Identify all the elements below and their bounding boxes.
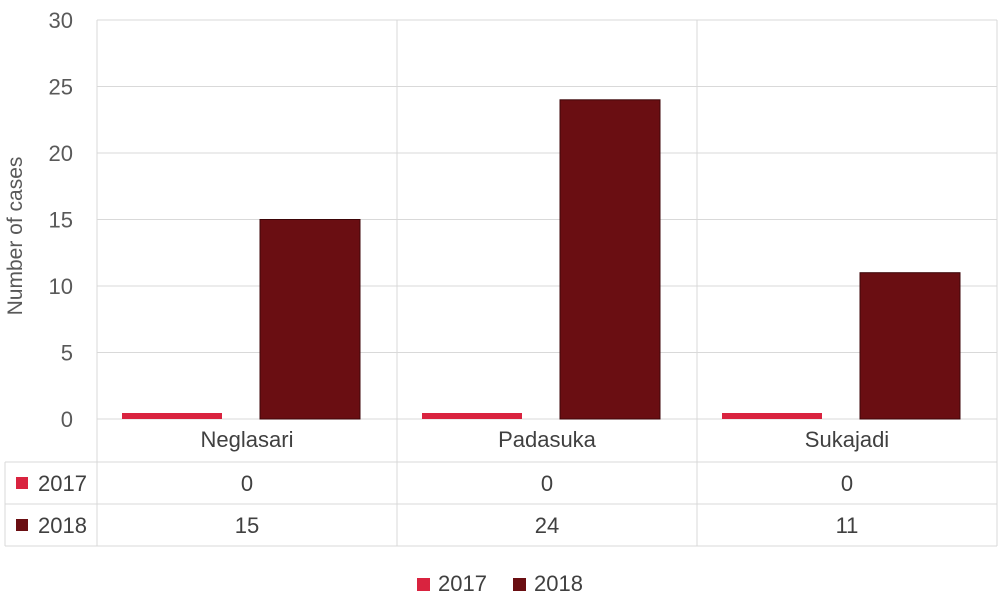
legend-item: 2018	[513, 571, 583, 597]
y-tick-label: 10	[49, 274, 73, 299]
table-cell-value: 0	[541, 471, 553, 496]
bars	[122, 99, 961, 420]
y-tick-label: 20	[49, 141, 73, 166]
category-label: Neglasari	[201, 427, 294, 452]
bar-2017	[122, 413, 222, 419]
table-series-name: 2017	[38, 471, 87, 496]
category-label: Sukajadi	[805, 427, 889, 452]
data-table: Neglasari Padasuka Sukajadi 2017 0 0 0 2018 15 24…	[4, 427, 997, 547]
bar-2018	[859, 272, 961, 420]
bar-2017	[422, 413, 522, 419]
gridlines	[96, 19, 998, 546]
table-legend-key	[16, 519, 28, 531]
table-cell-value: 0	[841, 471, 853, 496]
legend-label: 2018	[534, 571, 583, 596]
bar-chart: 0 5 10 15 20 25 30 Number of cases Neglasari Pa…	[4, 8, 998, 547]
table-cell-value: 11	[836, 513, 859, 538]
legend-swatch	[513, 577, 526, 591]
category-label: Padasuka	[498, 427, 597, 452]
y-axis-ticks: 0 5 10 15 20 25 30	[49, 8, 73, 432]
bar-2018	[559, 99, 661, 420]
table-cell-value: 15	[235, 513, 259, 538]
bar-2018	[259, 219, 361, 420]
y-axis-label: Number of cases	[4, 157, 27, 316]
y-tick-label: 25	[49, 75, 73, 100]
bar-2017	[722, 413, 822, 419]
table-series-name: 2018	[38, 513, 87, 538]
y-tick-label: 5	[61, 341, 73, 366]
y-tick-label: 0	[61, 407, 73, 432]
legend-label: 2017	[438, 571, 487, 596]
table-legend-key	[16, 477, 28, 489]
table-cell-value: 24	[535, 513, 559, 538]
y-tick-label: 30	[49, 8, 73, 33]
table-cell-value: 0	[241, 471, 253, 496]
legend-swatch	[417, 577, 431, 591]
y-tick-label: 15	[49, 208, 73, 233]
legend-item: 2017	[417, 571, 487, 597]
legend: 2017 2018	[0, 566, 1000, 602]
